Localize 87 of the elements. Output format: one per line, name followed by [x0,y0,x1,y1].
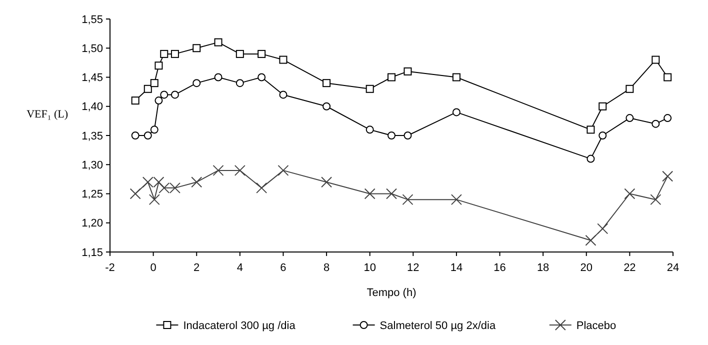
point [404,67,412,76]
point [586,154,595,163]
point [130,188,141,200]
x-tick-label: 24 [666,262,680,274]
point [388,132,396,140]
x-tick-label: 2 [194,262,200,274]
legend-label: Indacaterol 300 µg /dia [183,320,296,332]
point [664,114,672,122]
point [144,84,152,93]
point [388,73,396,82]
point [598,102,607,110]
point [366,126,374,134]
point [626,114,634,122]
x-tick-label: 20 [580,262,593,274]
point [150,126,158,134]
point [234,164,246,176]
y-axis-title: VEF₁ (L) [26,108,68,120]
point [598,132,607,140]
x-tick-label: 8 [323,262,330,274]
point [236,50,244,58]
y-tick-label: 1,50 [82,42,103,55]
point [452,108,460,116]
point [278,164,289,176]
point [366,84,374,93]
x-tick-label: -2 [105,262,115,274]
point [650,194,662,206]
point [652,120,660,128]
y-tick-label: 1,40 [82,101,103,114]
point [192,79,201,88]
point [131,132,140,140]
point [386,188,397,200]
point [597,223,608,234]
point [154,96,163,105]
legend-label: Salmeterol 50 µg 2x/dia [380,320,496,332]
x-tick-label: 14 [450,262,463,274]
y-tick-label: 1,35 [82,130,103,142]
x-tick-label: 16 [494,262,506,274]
point [170,50,179,58]
y-tick-label: 1,45 [82,72,103,84]
y-tick-label: 1,20 [82,218,103,230]
point [586,126,595,134]
y-tick-label: 1,55 [82,14,103,26]
x-tick-label: 12 [407,262,420,274]
point [279,90,288,99]
point [321,176,332,188]
y-tick-label: 1,25 [82,188,103,201]
point [131,96,140,105]
x-tick-label: 22 [624,262,636,274]
point [154,62,163,70]
x-tick-label: 0 [150,262,156,274]
point [214,38,222,46]
point [148,194,160,206]
point [652,56,660,64]
point [322,79,331,88]
point [170,90,179,99]
point [585,234,596,246]
point [322,102,331,110]
x-tick-label: 18 [536,262,550,274]
point [191,176,202,188]
y-tick-label: 1,30 [82,159,103,172]
x-axis-title: Tempo (h) [366,287,416,299]
point [450,194,462,206]
point [624,188,636,200]
point [364,188,376,200]
point [452,73,460,82]
point [212,164,224,176]
point [144,132,152,140]
point [662,170,674,182]
point [160,50,168,58]
point [160,90,168,99]
point [256,182,268,194]
x-tick-label: 10 [364,262,376,274]
point [214,73,222,82]
point [236,79,244,88]
point [626,84,634,93]
y-tick-label: 1,15 [82,246,103,259]
x-tick-label: 4 [236,262,243,274]
legend-label: Placebo [576,320,616,332]
point [150,79,158,88]
point [404,132,412,140]
point [402,194,414,206]
point [192,44,201,52]
point [258,73,266,82]
point [664,73,672,82]
point [279,56,288,64]
point [258,50,266,58]
x-tick-label: 6 [280,262,286,274]
